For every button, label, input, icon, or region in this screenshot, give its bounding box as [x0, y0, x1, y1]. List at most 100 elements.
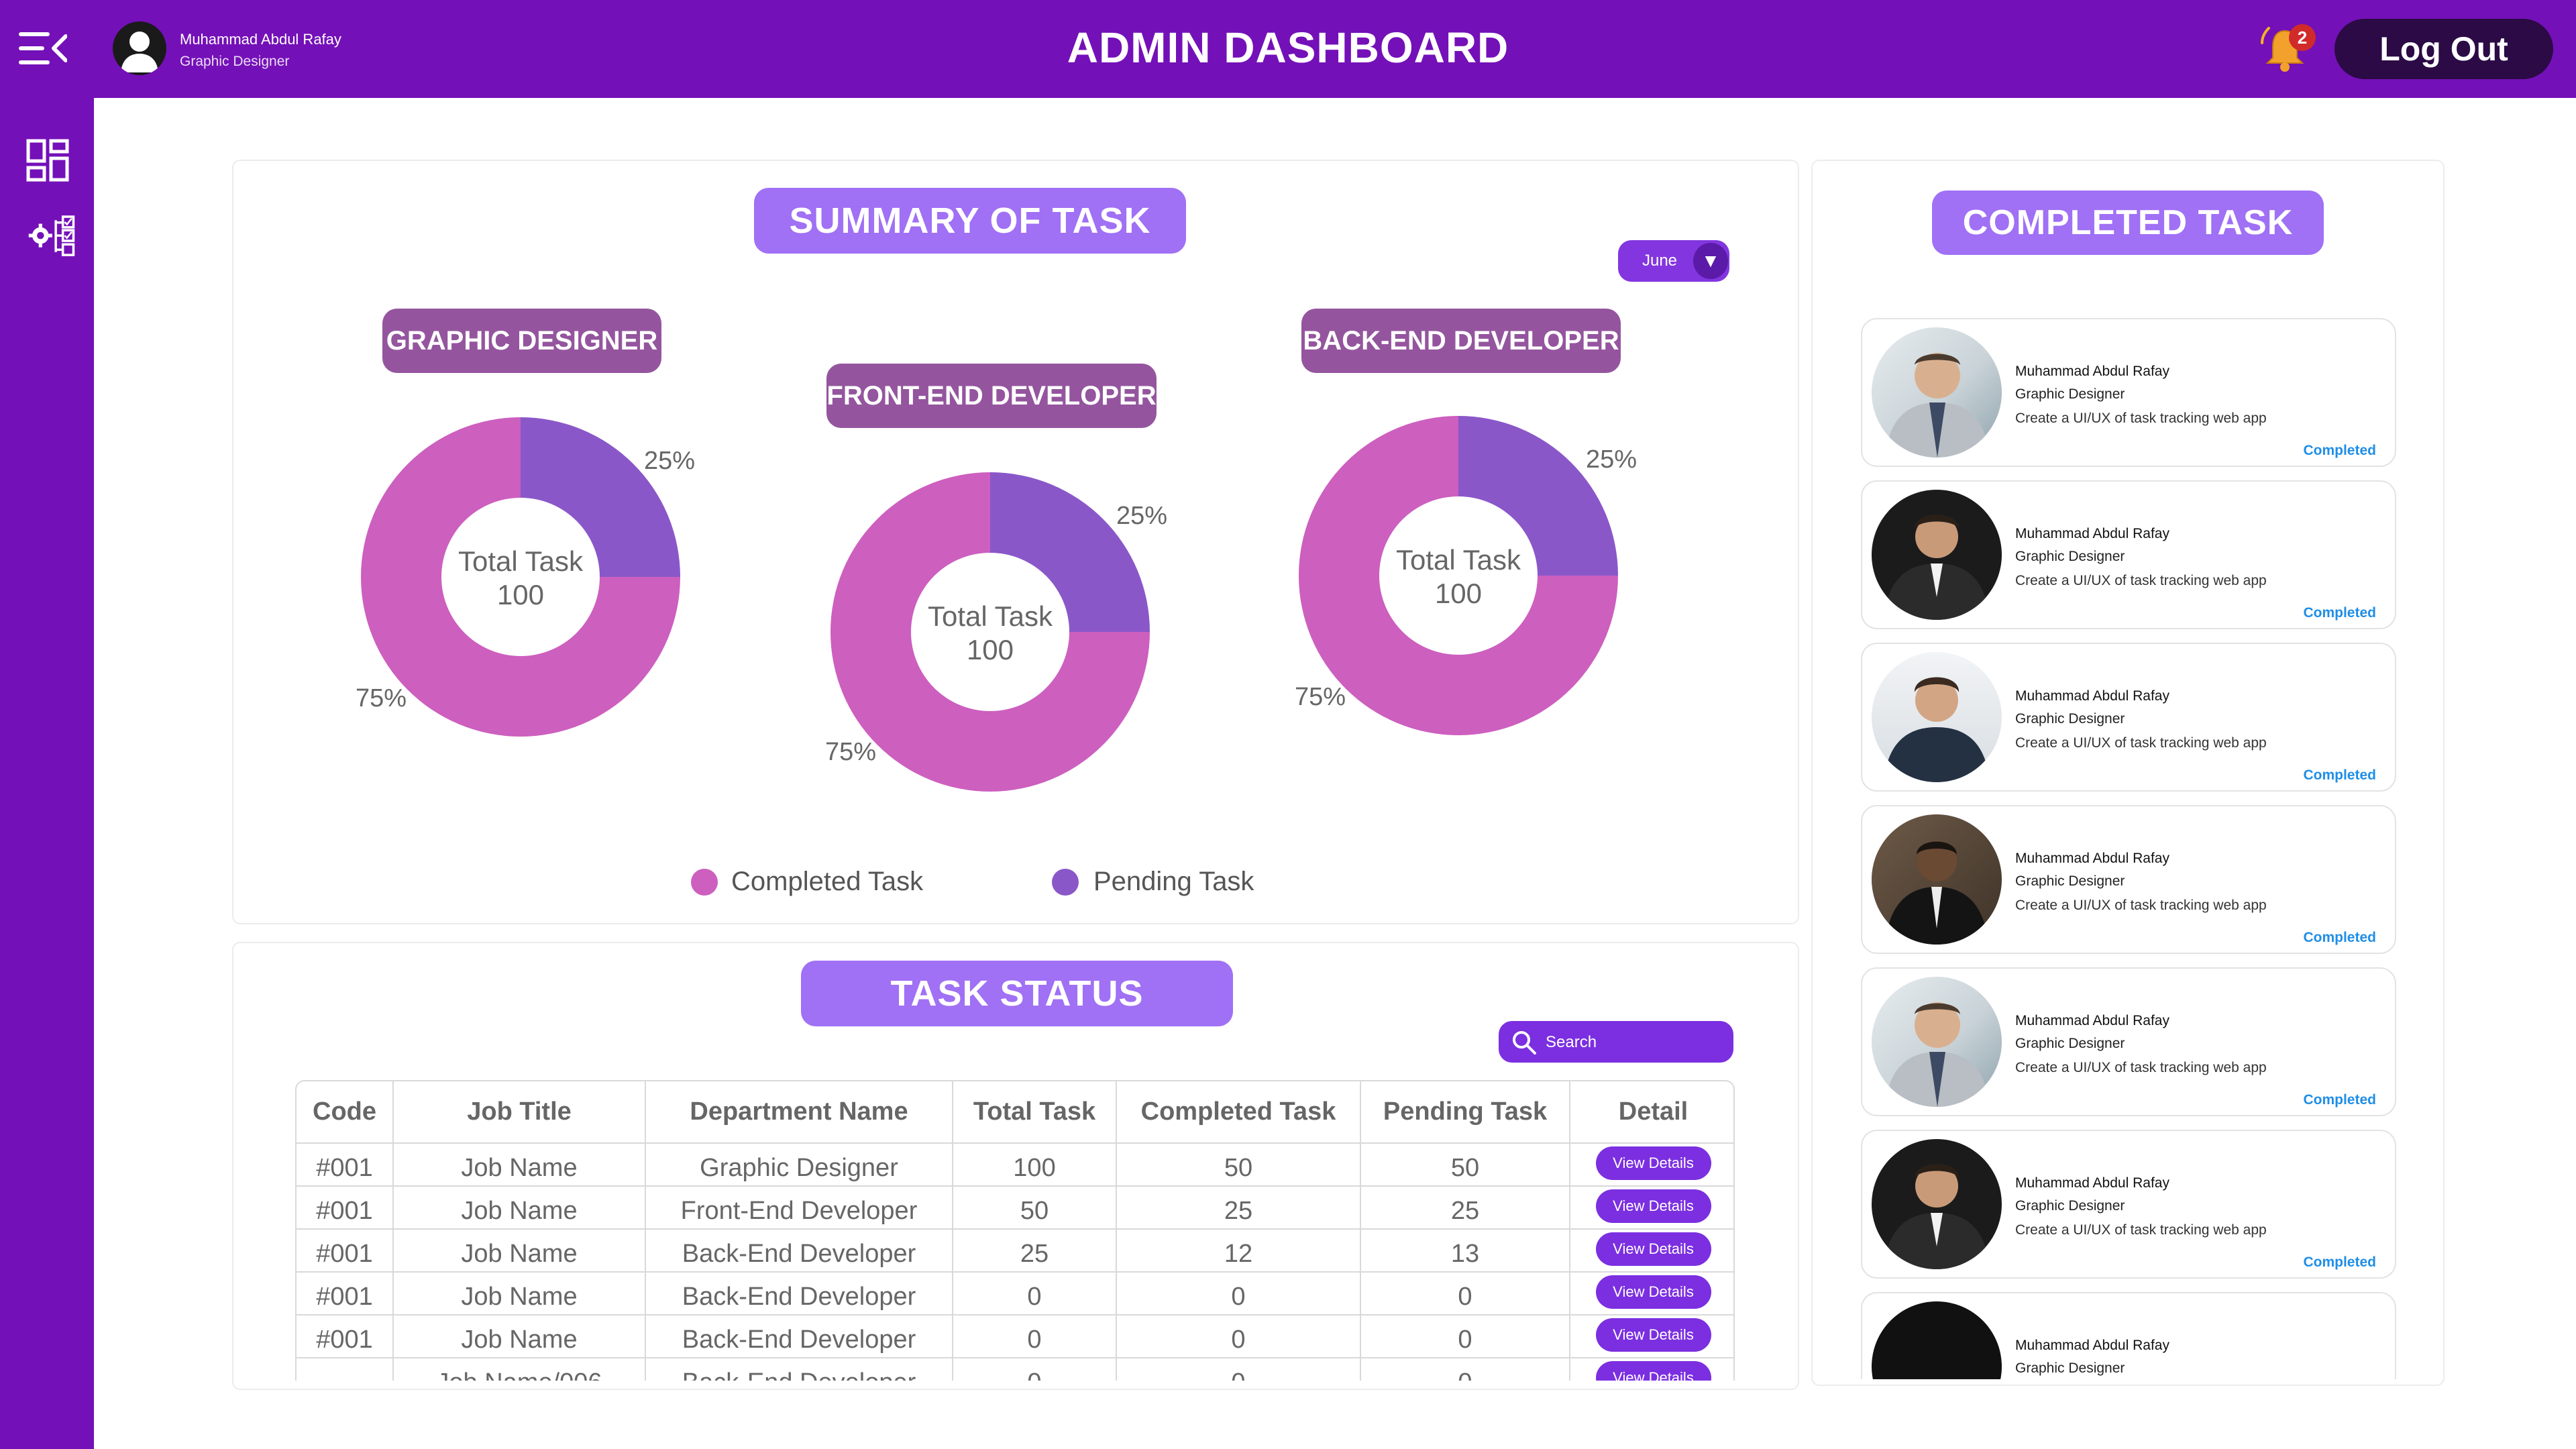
- month-dropdown[interactable]: June ▼: [1618, 240, 1729, 282]
- completed-card[interactable]: Muhammad Abdul Rafay Graphic Designer: [1861, 1292, 2396, 1379]
- legend-pending-label: Pending Task: [1093, 867, 1254, 896]
- donut-center-frontend: Total Task 100: [903, 600, 1077, 667]
- cell-total: 0: [953, 1272, 1117, 1316]
- view-details-button[interactable]: View Details: [1595, 1275, 1711, 1309]
- task-description: Create a UI/UX of task tracking web app: [2015, 573, 2267, 588]
- total-label: Total Task: [928, 600, 1053, 632]
- settings-tasks-icon[interactable]: [24, 212, 79, 260]
- cell-job-title: Job Name/006: [393, 1358, 646, 1381]
- donut-slice-pending: [521, 417, 680, 577]
- cell-total: 25: [953, 1229, 1117, 1273]
- completed-list[interactable]: Muhammad Abdul Rafay Graphic Designer Cr…: [1811, 309, 2445, 1379]
- column-header: Detail: [1570, 1081, 1733, 1144]
- table-row: #001 Job Name Front-End Developer 50 25 …: [297, 1186, 1733, 1230]
- task-status-title: TASK STATUS: [801, 961, 1233, 1026]
- employee-name: Muhammad Abdul Rafay: [2015, 1338, 2169, 1353]
- cell-completed: 0: [1116, 1358, 1361, 1381]
- cell-pending: 50: [1360, 1143, 1570, 1187]
- cell-completed: 25: [1116, 1186, 1361, 1230]
- view-details-button[interactable]: View Details: [1595, 1189, 1711, 1223]
- completed-card[interactable]: Muhammad Abdul Rafay Graphic Designer Cr…: [1861, 1130, 2396, 1279]
- view-details-button[interactable]: View Details: [1595, 1146, 1711, 1180]
- cell-total: 0: [953, 1358, 1117, 1381]
- employee-role: Graphic Designer: [2015, 386, 2125, 402]
- avatar[interactable]: [113, 21, 166, 75]
- column-header: Job Title: [393, 1081, 646, 1144]
- dashboard-grid-icon[interactable]: [24, 137, 72, 185]
- view-details-button[interactable]: View Details: [1595, 1232, 1711, 1266]
- cell-department: Back-End Developer: [645, 1315, 953, 1358]
- search-placeholder: Search: [1546, 1033, 1597, 1051]
- employee-role: Graphic Designer: [2015, 711, 2125, 727]
- cell-pending: 0: [1360, 1358, 1570, 1381]
- cell-detail: View Details: [1570, 1358, 1733, 1381]
- employee-name: Muhammad Abdul Rafay: [2015, 851, 2169, 866]
- user-role: Graphic Designer: [180, 54, 290, 69]
- employee-photo: [1872, 652, 2002, 782]
- cell-completed: 0: [1116, 1272, 1361, 1316]
- employee-name: Muhammad Abdul Rafay: [2015, 364, 2169, 379]
- cell-detail: View Details: [1570, 1272, 1733, 1316]
- task-description: Create a UI/UX of task tracking web app: [2015, 1222, 2267, 1238]
- table-row: #001 Job Name Back-End Developer 25 12 1…: [297, 1229, 1733, 1273]
- user-name: Muhammad Abdul Rafay: [180, 31, 341, 48]
- cell-detail: View Details: [1570, 1315, 1733, 1358]
- sidebar: [0, 98, 94, 1449]
- menu-collapse-icon[interactable]: [19, 28, 67, 68]
- column-header: Code: [297, 1081, 394, 1144]
- logout-button[interactable]: Log Out: [2334, 19, 2553, 79]
- status-badge: Completed: [2303, 767, 2376, 783]
- cell-job-title: Job Name: [393, 1315, 646, 1358]
- cell-department: Back-End Developer: [645, 1272, 953, 1316]
- column-header: Total Task: [953, 1081, 1117, 1144]
- total-value: 100: [1434, 578, 1483, 609]
- search-input[interactable]: Search: [1499, 1021, 1733, 1063]
- completed-card[interactable]: Muhammad Abdul Rafay Graphic Designer Cr…: [1861, 643, 2396, 792]
- table-row: #001 Job Name Back-End Developer 0 0 0 V…: [297, 1315, 1733, 1358]
- employee-photo: [1872, 814, 2002, 945]
- employee-photo: [1872, 977, 2002, 1107]
- completed-card[interactable]: Muhammad Abdul Rafay Graphic Designer Cr…: [1861, 480, 2396, 629]
- total-label: Total Task: [1396, 544, 1521, 576]
- cell-completed: 0: [1116, 1315, 1361, 1358]
- cell-code: [297, 1358, 394, 1381]
- pending-pct-label: 25%: [1116, 502, 1168, 530]
- cell-total: 100: [953, 1143, 1117, 1187]
- legend-completed-label: Completed Task: [731, 867, 924, 896]
- employee-role: Graphic Designer: [2015, 1198, 2125, 1214]
- donut-slice-completed: [830, 472, 1150, 792]
- status-badge: Completed: [2303, 605, 2376, 621]
- cell-total: 0: [953, 1315, 1117, 1358]
- donut-chart-frontend: [830, 472, 1150, 792]
- cell-department: Back-End Developer: [645, 1229, 953, 1273]
- table-row: #001 Job Name Back-End Developer 0 0 0 V…: [297, 1272, 1733, 1316]
- cell-department: Front-End Developer: [645, 1186, 953, 1230]
- completed-card[interactable]: Muhammad Abdul Rafay Graphic Designer Cr…: [1861, 967, 2396, 1116]
- completed-task-title: COMPLETED TASK: [1932, 191, 2324, 255]
- employee-role: Graphic Designer: [2015, 1360, 2125, 1376]
- cell-job-title: Job Name: [393, 1186, 646, 1230]
- chevron-down-icon[interactable]: ▼: [1693, 243, 1728, 279]
- completed-card[interactable]: Muhammad Abdul Rafay Graphic Designer Cr…: [1861, 805, 2396, 954]
- legend-completed-swatch: [691, 869, 718, 896]
- cell-detail: View Details: [1570, 1143, 1733, 1187]
- donut-slice-completed: [361, 417, 680, 737]
- search-icon: [1513, 1031, 1536, 1055]
- task-status-table: Code Job Title Department Name Total Tas…: [295, 1080, 1735, 1381]
- top-bar: Muhammad Abdul Rafay Graphic Designer AD…: [0, 0, 2576, 98]
- cell-code: #001: [297, 1229, 394, 1273]
- view-details-button[interactable]: View Details: [1595, 1361, 1711, 1381]
- completed-card[interactable]: Muhammad Abdul Rafay Graphic Designer Cr…: [1861, 318, 2396, 467]
- view-details-button[interactable]: View Details: [1595, 1318, 1711, 1352]
- status-badge: Completed: [2303, 930, 2376, 945]
- user-avatar-icon: [121, 32, 158, 72]
- employee-name: Muhammad Abdul Rafay: [2015, 1175, 2169, 1191]
- cell-completed: 50: [1116, 1143, 1361, 1187]
- task-description: Create a UI/UX of task tracking web app: [2015, 411, 2267, 426]
- employee-name: Muhammad Abdul Rafay: [2015, 1013, 2169, 1028]
- donut-chart-backend: [1299, 416, 1618, 735]
- cell-pending: 0: [1360, 1315, 1570, 1358]
- column-header: Completed Task: [1116, 1081, 1361, 1144]
- task-description: Create a UI/UX of task tracking web app: [2015, 898, 2267, 913]
- cell-pending: 25: [1360, 1186, 1570, 1230]
